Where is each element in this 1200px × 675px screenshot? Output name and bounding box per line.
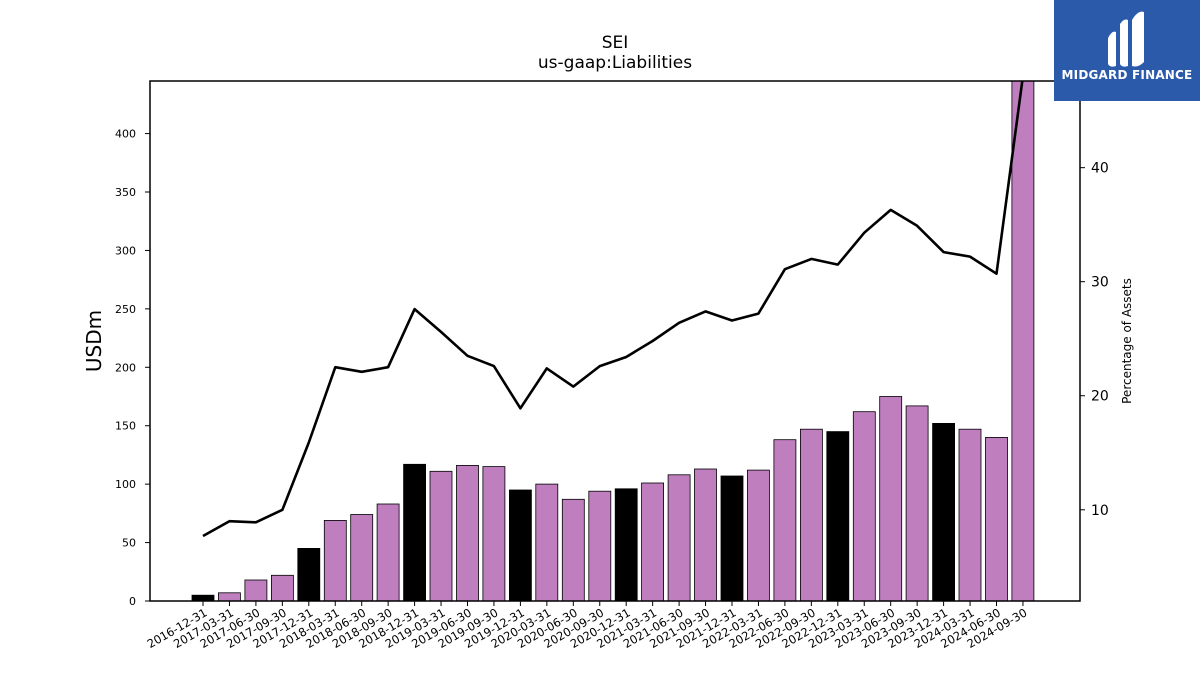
bar-2019-09-30 <box>482 466 506 601</box>
bar-2020-12-31 <box>614 488 638 601</box>
bar-2020-06-30 <box>561 498 585 601</box>
bar-2019-06-30 <box>456 464 479 601</box>
bar-2024-09-30 <box>1011 81 1035 601</box>
bar-2021-06-30 <box>667 474 691 601</box>
bar-2018-06-30 <box>350 514 374 601</box>
chart-title: SEI <box>602 33 629 53</box>
y-axis-right-label: Percentage of Assets <box>1120 278 1134 404</box>
y-left-tick-label: 300 <box>115 244 136 257</box>
y-left-tick-label: 200 <box>115 361 136 374</box>
logo-mark-icon <box>1108 11 1144 67</box>
chart-subtitle: us-gaap:Liabilities <box>538 53 692 73</box>
brand-name: MIDGARD FINANCE <box>1061 68 1193 82</box>
percentage-line <box>202 81 1024 538</box>
line-layer <box>202 81 1024 538</box>
bar-2018-09-30 <box>376 503 400 601</box>
bar-2022-09-30 <box>800 428 823 601</box>
bar-2022-03-31 <box>747 469 770 601</box>
bar-2022-12-31 <box>826 431 850 601</box>
bar-2020-09-30 <box>588 490 612 601</box>
bar-2023-03-31 <box>852 411 876 601</box>
y-right-tick-label: 30 <box>1091 275 1109 291</box>
y-right-tick-label: 20 <box>1091 389 1109 405</box>
bar-2017-06-30 <box>244 579 268 601</box>
y-right-tick-label: 10 <box>1091 503 1109 519</box>
bar-2022-06-30 <box>773 439 797 601</box>
bar-2021-09-30 <box>694 468 717 601</box>
y-left-tick-label: 50 <box>122 537 136 550</box>
y-left-tick-label: 0 <box>129 595 136 608</box>
bar-2020-03-31 <box>535 483 559 601</box>
y-left-tick-label: 150 <box>115 420 136 433</box>
bar-2023-06-30 <box>879 396 903 601</box>
bars-group <box>191 81 1035 601</box>
y-right-tick-label: 40 <box>1091 161 1109 177</box>
bar-2019-12-31 <box>508 489 532 601</box>
y-left-tick-label: 100 <box>115 478 136 491</box>
bar-2023-12-31 <box>932 422 955 601</box>
bar-2019-03-31 <box>429 470 453 601</box>
bar-2024-06-30 <box>985 436 1008 601</box>
bar-2017-09-30 <box>270 574 294 601</box>
bar-2017-03-31 <box>217 592 241 601</box>
y-left-tick-label: 250 <box>115 303 136 316</box>
bar-2016-12-31 <box>191 594 215 601</box>
bar-2023-09-30 <box>905 405 929 601</box>
y-axis-left-label: USDm <box>82 310 106 372</box>
bar-2021-03-31 <box>641 482 664 601</box>
y-left-tick-label: 350 <box>115 186 136 199</box>
bar-2021-12-31 <box>720 475 744 601</box>
bar-2017-12-31 <box>297 548 321 601</box>
plot-frame <box>149 80 1081 602</box>
bar-2018-12-31 <box>403 463 427 601</box>
bar-2024-03-31 <box>958 428 982 601</box>
bar-2018-03-31 <box>323 520 347 601</box>
y-left-tick-label: 400 <box>115 128 136 141</box>
brand-logo: MIDGARD FINANCE <box>1054 0 1200 101</box>
